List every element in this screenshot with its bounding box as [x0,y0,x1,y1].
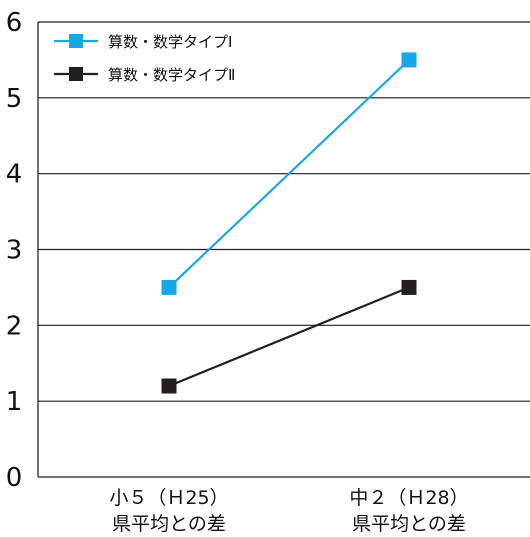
y-tick-label-0: 0 [6,463,23,493]
legend-marker-1 [69,34,83,48]
y-tick-label-2: 2 [6,311,23,341]
x-tick-label-1-line-2: 県平均との差 [112,513,226,535]
y-tick-label-3: 3 [6,236,23,266]
y-tick-label-4: 4 [6,160,23,190]
legend-marker-2 [69,67,83,81]
y-tick-label-5: 5 [6,84,23,114]
series-1-point-2 [401,52,417,68]
series-line-2 [168,286,410,388]
x-tick-label-2-line-2: 県平均との差 [352,513,466,535]
y-tick-label-1: 1 [6,387,23,417]
legend-label-1: 算数・数学タイプⅠ [108,33,232,51]
y-tick-label-6: 6 [6,8,23,38]
series-line-1 [168,59,410,289]
x-tick-label-2-line-1: 中２（Ｈ28） [349,487,468,509]
legend-label-2: 算数・数学タイプⅡ [108,66,235,84]
x-tick-label-1-line-1: 小５（Ｈ25） [109,487,228,509]
series-2-point-2 [401,279,417,295]
series-2-point-1 [161,378,177,394]
series-1-point-1 [161,279,177,295]
